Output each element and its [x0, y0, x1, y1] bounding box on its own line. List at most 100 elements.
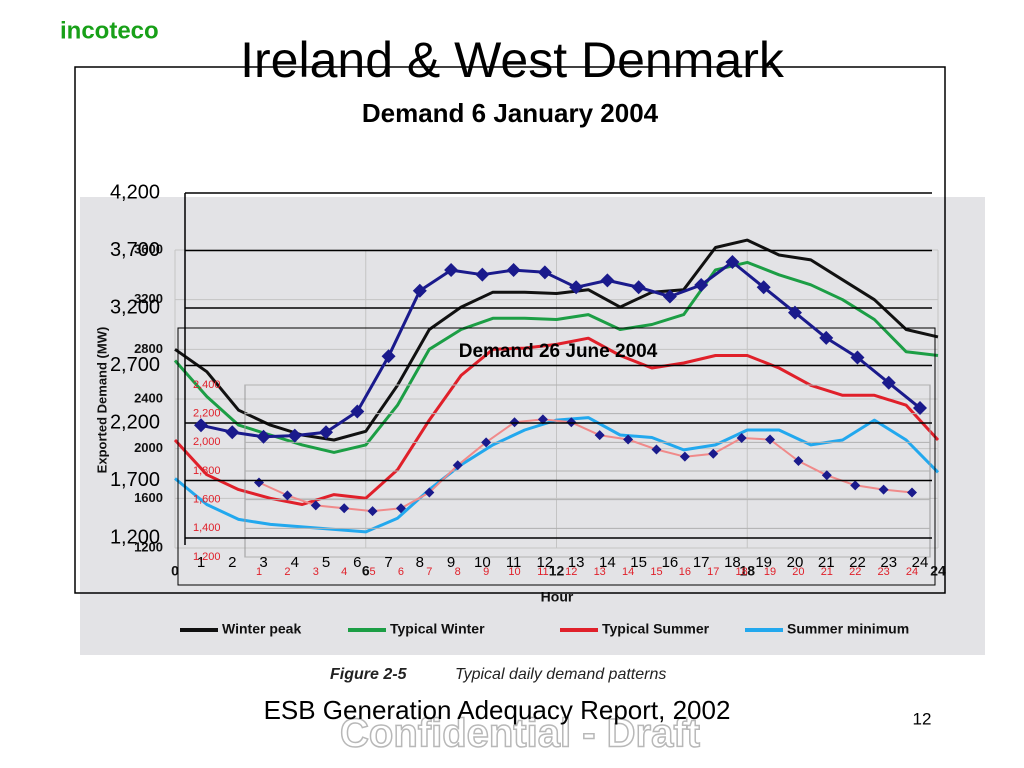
data-point [350, 404, 365, 419]
data-point [412, 283, 427, 298]
y-tick-label: 1,200 [110, 526, 160, 548]
x-tick-label: 14 [599, 554, 616, 571]
x-tick-label: 6 [353, 554, 361, 571]
x-tick-label: 17 [693, 554, 710, 571]
y-tick-label: 2,200 [110, 411, 160, 433]
figure-background [80, 197, 985, 655]
x-tick-label: 5 [370, 566, 376, 578]
x-tick-label: 16 [679, 566, 691, 578]
y-tick-label: 3,700 [110, 239, 160, 261]
y-axis-label: Exported Demand (MW) [94, 327, 109, 474]
x-tick-label: 18 [739, 563, 755, 579]
data-point [256, 429, 271, 444]
x-tick-label: 18 [736, 566, 748, 578]
y-tick-label: 3200 [134, 291, 163, 306]
x-tick-label: 18 [724, 554, 741, 571]
data-point [444, 263, 459, 278]
data-point [319, 425, 334, 440]
y-tick-label: 1,800 [193, 465, 221, 477]
caption-label: Figure 2-5 [330, 666, 408, 683]
y-tick-label: 2400 [134, 390, 163, 405]
series-line [173, 260, 939, 454]
x-tick-label: 17 [707, 566, 719, 578]
x-tick-label: 13 [594, 566, 606, 578]
data-point [631, 280, 646, 295]
data-point [594, 430, 605, 441]
data-point [694, 278, 709, 292]
x-tick-label: 10 [474, 554, 491, 571]
x-tick-label: 3 [259, 554, 267, 571]
x-tick-label: 19 [764, 566, 776, 578]
y-tick-label: 1,400 [193, 522, 221, 534]
x-tick-label: 1 [197, 554, 205, 571]
data-point [679, 451, 690, 462]
y-tick-label: 3,200 [110, 296, 160, 318]
x-axis-label: Hour [541, 589, 574, 605]
x-tick-label: 23 [877, 566, 889, 578]
data-point [708, 448, 719, 459]
y-tick-label: 1600 [134, 490, 163, 505]
data-point [787, 305, 802, 320]
x-tick-label: 0 [171, 563, 179, 579]
data-point [878, 484, 889, 495]
data-point [819, 330, 834, 345]
data-point [907, 487, 917, 498]
x-tick-label: 2 [284, 566, 290, 578]
legend-label: Typical Summer [602, 621, 710, 637]
chart-title: Demand 26 June 2004 [459, 341, 658, 362]
data-point [395, 503, 406, 514]
x-tick-label: 15 [630, 554, 647, 571]
source: ESB Generation Adequacy Report, 2002 [264, 695, 731, 725]
data-point [339, 503, 350, 514]
x-tick-label: 7 [384, 554, 392, 571]
y-tick-label: 2800 [134, 341, 163, 356]
data-point [736, 433, 747, 444]
x-tick-label: 12 [537, 554, 554, 571]
y-tick-label: 3600 [134, 241, 163, 256]
data-point [481, 437, 492, 448]
data-point [651, 444, 662, 455]
x-tick-label: 22 [849, 566, 861, 578]
data-point [287, 428, 302, 443]
data-point [310, 500, 321, 511]
data-point [225, 425, 240, 440]
x-tick-label: 16 [662, 554, 679, 571]
data-point [367, 506, 378, 517]
data-point [793, 455, 804, 466]
x-tick-label: 21 [821, 566, 833, 578]
january-chart: Demand 6 January 2004 1,200 1,700 2,200 2,70… [110, 98, 932, 571]
june-frame [177, 327, 936, 586]
y-tick-label: 2000 [134, 440, 163, 455]
y-tick-label: 4,200 [110, 181, 160, 203]
x-tick-label: 14 [622, 566, 634, 578]
x-tick-label: 24 [912, 554, 929, 571]
x-tick-label: 22 [849, 554, 866, 571]
x-tick-label: 19 [755, 554, 772, 571]
legend-label: Typical Winter [390, 621, 485, 637]
data-point [662, 289, 677, 304]
data-point [850, 350, 865, 365]
x-tick-label: 20 [787, 554, 804, 571]
x-tick-label: 13 [568, 554, 585, 571]
chart-title: Demand 6 January 2004 [362, 98, 659, 128]
series-line [258, 418, 913, 513]
x-tick-label: 6 [398, 566, 404, 578]
data-point [537, 265, 552, 280]
data-point [475, 267, 490, 282]
x-tick-label: 2 [228, 554, 236, 571]
y-tick-label: 2,400 [193, 379, 221, 391]
x-tick-label: 7 [426, 566, 432, 578]
x-tick-label: 4 [341, 566, 347, 578]
watermark: Confidential - Draft [340, 712, 700, 756]
data-point [850, 480, 861, 491]
caption: Typical daily demand patterns [455, 666, 666, 683]
data-point [424, 487, 435, 498]
main-frame [74, 66, 946, 594]
x-tick-label: 20 [792, 566, 804, 578]
data-point [623, 434, 634, 445]
y-tick-label: 1200 [134, 539, 163, 554]
y-tick-label: 1,600 [193, 494, 221, 506]
x-tick-label: 1 [256, 566, 262, 578]
x-tick-label: 6 [362, 563, 370, 579]
